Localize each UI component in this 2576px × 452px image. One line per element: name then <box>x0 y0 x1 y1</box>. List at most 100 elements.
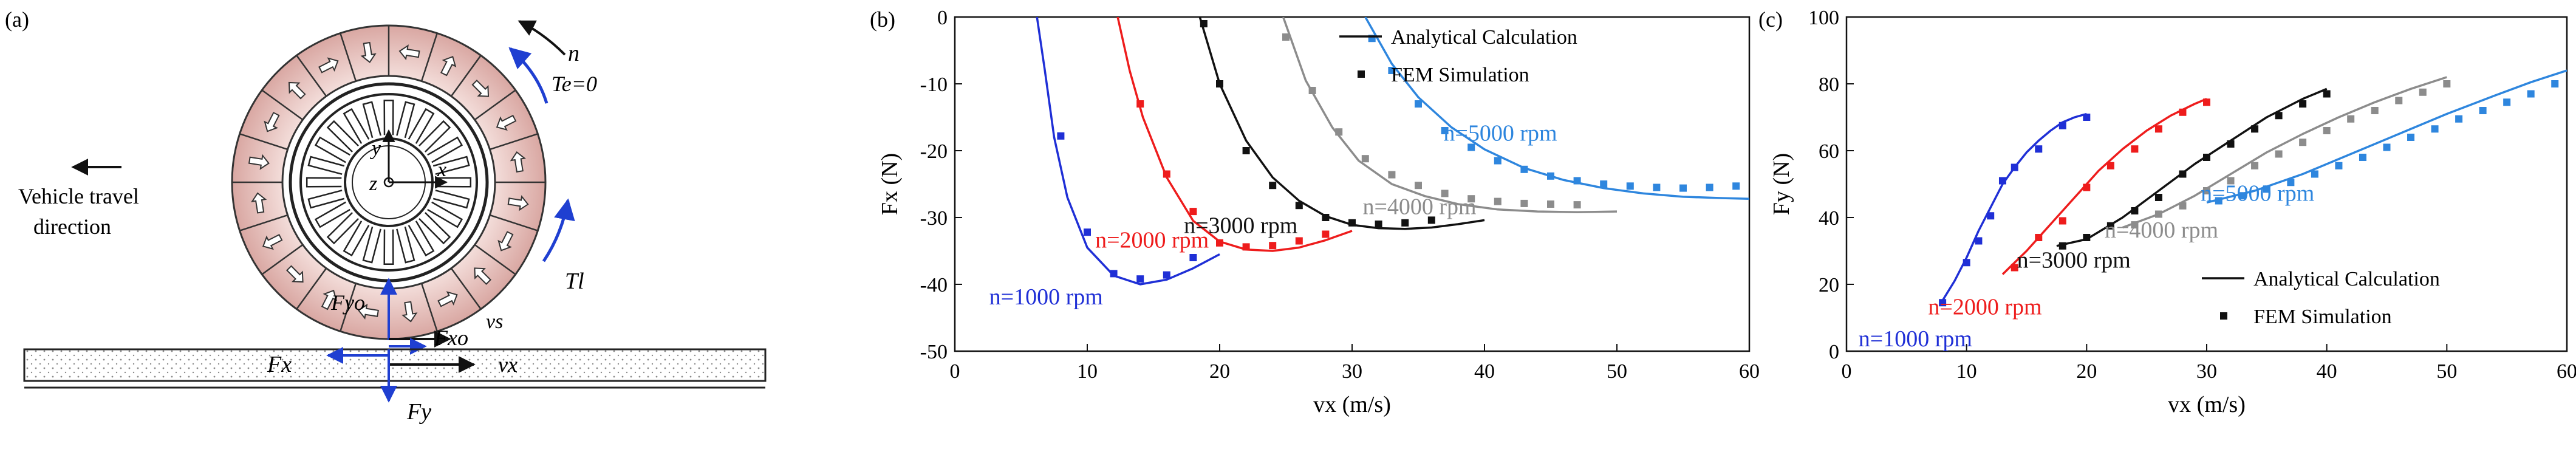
axis-z-label: z <box>369 173 377 195</box>
stator-tooth <box>396 101 415 139</box>
series-annotation: n=2000 rpm <box>1095 228 1209 253</box>
fem-point <box>2131 221 2139 229</box>
magnet-arrow-icon <box>251 192 267 214</box>
x-tick-label: 10 <box>1956 360 1977 383</box>
fem-point <box>1441 190 1449 197</box>
x-tick-label: 60 <box>1739 360 1760 383</box>
stator-tooth <box>427 201 463 228</box>
fem-point <box>2058 217 2066 225</box>
fem-point <box>1269 182 1277 190</box>
fem-point <box>2299 100 2307 108</box>
fem-point <box>2035 145 2043 153</box>
fem-point <box>2395 97 2403 104</box>
stator-tooth <box>343 221 370 257</box>
magnet-arrow-icon <box>497 231 514 252</box>
fem-point <box>2011 264 2018 272</box>
fem-point <box>2311 170 2318 178</box>
ring-segment-line <box>261 244 304 275</box>
fem-point <box>1998 177 2006 185</box>
y-tick-label: -40 <box>920 274 948 296</box>
magnet-arrow-icon <box>510 151 526 173</box>
fem-point <box>2154 194 2162 201</box>
stator-tooth <box>307 156 345 175</box>
te-arrow <box>508 47 548 104</box>
analytical-line-1 <box>1036 17 1220 286</box>
vehicle-travel-line2: direction <box>33 214 111 239</box>
ring-segment-line <box>450 267 482 310</box>
magnet-arrow-icon <box>264 112 280 132</box>
y-tick-label: -10 <box>920 74 948 96</box>
x-tick-label: 60 <box>2557 360 2576 383</box>
fy-label: Fy <box>406 399 431 425</box>
panel-a: (a) y z x n Te=0 Tl Vehicle travel direc… <box>5 7 767 425</box>
stator-tooth <box>419 120 451 152</box>
z-axis-dot <box>383 177 394 188</box>
fem-point <box>1653 183 1661 191</box>
fem-point <box>2407 134 2415 141</box>
fem-point <box>1348 219 1356 227</box>
fem-point <box>2154 125 2162 133</box>
fem-point <box>2203 98 2210 106</box>
rotation-label: n <box>568 41 579 66</box>
fem-point <box>2383 143 2391 151</box>
fem-point <box>1322 214 1330 221</box>
magnet-arrow-icon <box>437 291 458 307</box>
fem-point <box>2323 127 2331 134</box>
magnet-arrow-icon <box>321 289 338 310</box>
panel-c-chart: (c) 0 10 20 30 40 50 60 0 20 40 60 80 100 vx (m/s) Fy (… <box>1758 7 2576 417</box>
x-tick-label: 30 <box>1342 360 1362 383</box>
fem-point <box>2299 139 2307 146</box>
fem-point <box>1110 270 1118 278</box>
y-tick-label: 0 <box>1829 341 1839 363</box>
y-tick-label: -50 <box>920 341 948 363</box>
fem-point <box>1520 199 1528 207</box>
y-tick-label: 40 <box>1819 207 1839 230</box>
fem-point <box>2359 154 2366 161</box>
fem-point <box>2215 197 2222 205</box>
x-axis-label: vx (m/s) <box>2168 392 2246 417</box>
fem-point <box>2058 242 2066 250</box>
fem-point <box>1136 275 1144 283</box>
fem-point <box>1494 157 1502 165</box>
fem-point <box>2335 162 2343 170</box>
stator-tooth <box>326 120 359 152</box>
stator-tooth <box>432 190 470 209</box>
fem-point <box>1216 80 1223 87</box>
fem-point <box>1547 172 1554 180</box>
x-tick-label: 10 <box>1077 360 1098 383</box>
fem-point <box>1388 171 1396 179</box>
stator-tooth <box>362 226 381 264</box>
axis-x-label: x <box>437 159 446 181</box>
fem-point <box>2106 162 2114 170</box>
x-axis-label: vx (m/s) <box>1313 392 1391 417</box>
series-annotation: n=1000 rpm <box>1859 326 1972 352</box>
fem-point <box>1573 177 1581 185</box>
panel-b-chart: (b) 0 10 20 30 40 50 60 0 -10 -20 -30 -40 -50 vx (m/s)… <box>870 7 1760 417</box>
fem-point <box>1216 239 1223 247</box>
y-tick-label: 60 <box>1819 140 1839 163</box>
magnet-arrow-icon <box>357 303 379 320</box>
analytical-line-4 <box>1282 17 1618 213</box>
ring-segment-line <box>474 244 516 275</box>
fem-point <box>1388 67 1396 74</box>
series-annotation: n=5000 rpm <box>2201 181 2314 207</box>
y-tick-label: 0 <box>937 7 948 29</box>
magnet-arrow-icon <box>474 267 491 285</box>
fem-point <box>1057 132 1065 140</box>
fem-point <box>1732 182 1740 190</box>
series-annotation: n=2000 rpm <box>1928 295 2041 320</box>
fem-point <box>2179 202 2187 210</box>
fem-point <box>2083 114 2091 121</box>
stator-tooth <box>383 229 394 265</box>
x-tick-label: 20 <box>1209 360 1230 383</box>
x-tick-label: 50 <box>2436 360 2457 383</box>
fem-point <box>1308 87 1316 94</box>
rotation-arrow <box>518 20 566 56</box>
fem-point <box>1242 147 1250 154</box>
stator-tooth <box>432 156 470 175</box>
magnet-arrow-icon <box>401 301 418 323</box>
ring-segment-line <box>261 89 304 121</box>
panel-label: (b) <box>870 7 895 32</box>
fem-point <box>1467 143 1475 151</box>
fem-point <box>1494 197 1502 205</box>
